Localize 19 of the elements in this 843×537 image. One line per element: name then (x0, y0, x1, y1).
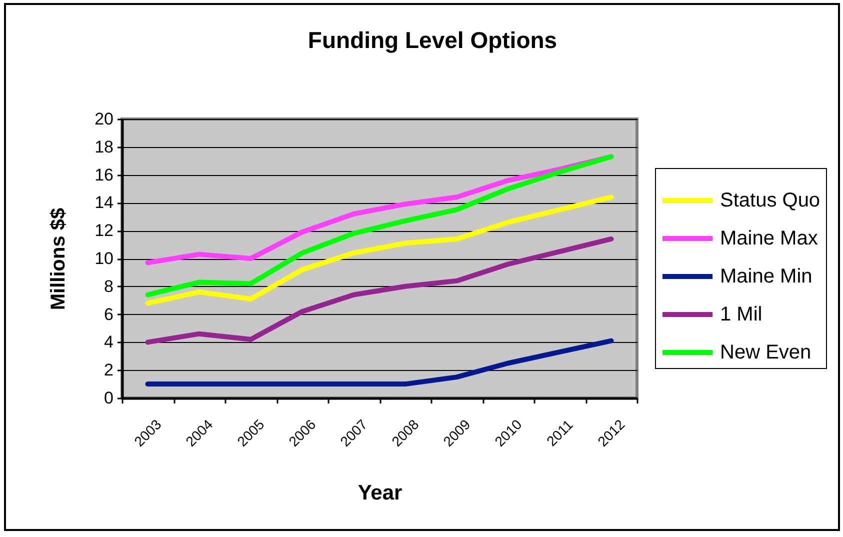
y-tick-label: 4 (104, 332, 114, 352)
y-tick-label: 8 (104, 276, 114, 296)
y-tick-label: 10 (94, 249, 114, 268)
x-axis-title: Year (358, 482, 402, 504)
chart-title: Funding Level Options (308, 27, 558, 53)
y-axis-title: Millions $$ (48, 208, 70, 310)
y-tick-label: 0 (104, 388, 114, 408)
y-tick-label: 2 (104, 360, 114, 380)
y-tick-label: 20 (94, 110, 114, 128)
y-tick-label: 6 (104, 304, 114, 324)
legend-label: Maine Max (720, 228, 818, 250)
y-tick-label: 12 (94, 221, 114, 240)
y-tick-label: 14 (94, 193, 114, 212)
legend-label: New Even (720, 342, 812, 364)
y-tick-label: 18 (94, 137, 114, 156)
legend-label: Status Quo (720, 190, 820, 212)
y-tick-label: 16 (94, 165, 114, 184)
legend-label: 1 Mil (720, 304, 762, 326)
legend-label: Maine Min (720, 266, 812, 288)
